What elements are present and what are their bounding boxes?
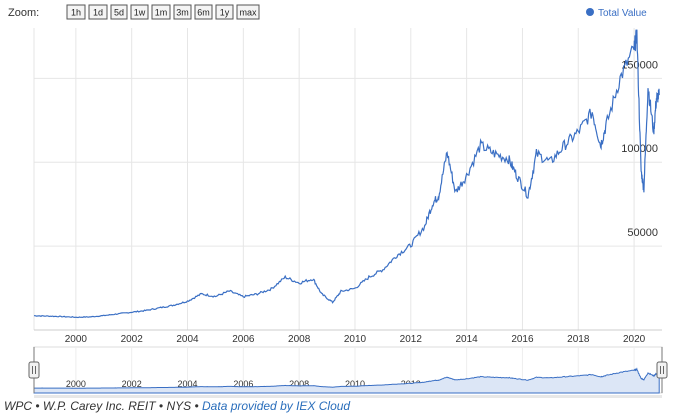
footer-ticker: WPC (4, 399, 32, 413)
zoom-button-frame (66, 4, 86, 20)
zoom-button-frame (88, 4, 108, 20)
zoom-button-1y[interactable]: 1y (215, 4, 234, 20)
zoom-button-label: 5d (114, 8, 124, 18)
zoom-button-frame (194, 4, 213, 20)
navigator-tick-label: 2004 (177, 379, 197, 389)
navigator-tick-label: 2008 (289, 379, 309, 389)
footer-exchange: NYS (166, 399, 192, 413)
footer-separator: • (155, 399, 167, 413)
zoom-button-1h[interactable]: 1h (66, 4, 86, 20)
navigator[interactable]: 2000200220042006200820102012201420162018… (28, 346, 668, 398)
x-tick-label: 2014 (455, 334, 478, 345)
zoom-button-label: 3m (176, 8, 189, 18)
navigator-tick-label: 2002 (122, 379, 142, 389)
plot-area: 2000 2002 2004 2006 2008 2010 2012 2014 2016 2018… (33, 28, 662, 345)
zoom-button-label: 1m (155, 8, 168, 18)
zoom-button-1w[interactable]: 1w (130, 4, 149, 20)
zoom-button-label: max (239, 8, 257, 18)
x-tick-label: 2000 (65, 334, 88, 345)
zoom-button-label: 6m (197, 8, 210, 18)
legend-marker-icon (586, 8, 594, 16)
x-tick-label: 2012 (400, 334, 423, 345)
x-tick-label: 2010 (344, 334, 367, 345)
navigator-tick-label: 2006 (233, 379, 253, 389)
resize-handle-icon (28, 361, 40, 379)
y-tick-label: 50000 (627, 227, 658, 239)
zoom-button-label: 1d (93, 8, 103, 18)
zoom-label: Zoom: (8, 7, 39, 19)
zoom-button-3m[interactable]: 3m (173, 4, 192, 20)
y-tick-label: 150000 (621, 59, 658, 71)
footer: WPC • W.P. Carey Inc. REIT • NYS • Data … (4, 399, 350, 413)
zoom-button-1m[interactable]: 1m (151, 4, 171, 20)
x-tick-label: 2016 (511, 334, 534, 345)
zoom-button-frame (215, 4, 234, 20)
zoom-button-5d[interactable]: 5d (110, 4, 128, 20)
navigator-right-handle[interactable] (656, 361, 668, 379)
navigator-left-handle[interactable] (28, 361, 40, 379)
resize-handle-icon (656, 361, 668, 379)
zoom-button-label: 1h (71, 8, 81, 18)
navigator-tick-label: 2010 (345, 379, 365, 389)
zoom-button-label: 1y (220, 8, 230, 18)
x-tick-label: 2002 (121, 334, 144, 345)
zoom-button-6m[interactable]: 6m (194, 4, 213, 20)
legend-label: Total Value (598, 8, 647, 19)
navigator-scrollbar[interactable] (34, 395, 662, 398)
navigator-tick-label: 2000 (66, 379, 86, 389)
zoom-button-frame (173, 4, 192, 20)
zoom-button-frame (151, 4, 171, 20)
legend[interactable]: Total Value (586, 8, 647, 19)
navigator-series (33, 367, 660, 394)
x-tick-label: 2020 (623, 334, 646, 345)
x-tick-label: 2008 (288, 334, 311, 345)
x-tick-label: 2004 (176, 334, 199, 345)
footer-separator: • (191, 399, 203, 413)
series-line-total-value (34, 29, 660, 319)
zoom-button-frame (110, 4, 128, 20)
zoom-bar: Zoom: 1h 1d 5d 1w 1m 3m 6m 1y max (8, 4, 260, 20)
footer-separator: • (32, 399, 43, 413)
footer-company: W.P. Carey Inc. REIT (42, 399, 156, 413)
x-tick-label: 2018 (567, 334, 590, 345)
zoom-button-frame (130, 4, 149, 20)
zoom-button-label: 1w (134, 8, 146, 18)
zoom-button-max[interactable]: max (236, 4, 260, 20)
data-source-link[interactable]: Data provided by IEX Cloud (202, 399, 351, 413)
x-tick-label: 2006 (232, 334, 255, 345)
zoom-button-frame (236, 4, 260, 20)
y-tick-label: 100000 (621, 143, 658, 155)
zoom-button-1d[interactable]: 1d (88, 4, 108, 20)
